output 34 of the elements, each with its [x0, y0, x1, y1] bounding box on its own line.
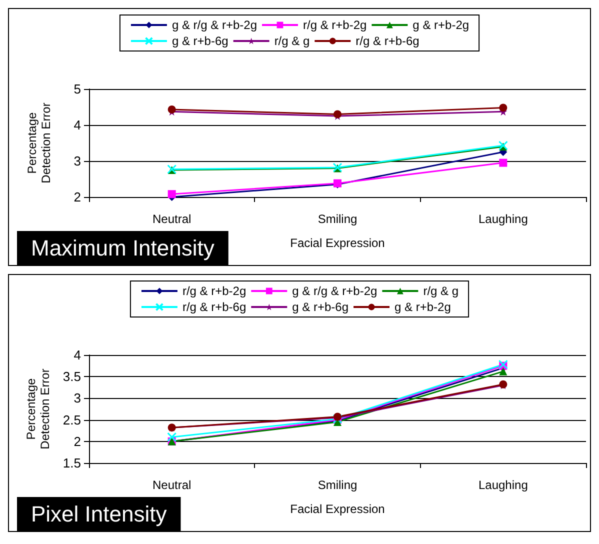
legend-label: g & r+b-2g	[394, 300, 451, 314]
x-tick-label: Smiling	[318, 478, 358, 492]
x-tick-label: Laughing	[478, 478, 528, 492]
legend-label: g & r+b-6g	[292, 300, 349, 314]
y-tick-label: 3	[74, 390, 81, 406]
y-axis-title: Percentage Detection Error	[24, 368, 52, 450]
y-axis-title: Percentage Detection Error	[25, 102, 53, 184]
legend-label: g & r+b-2g	[412, 18, 470, 32]
y-tick-label: 2.5	[62, 412, 81, 428]
legend-label: r/g & r+b-2g	[302, 18, 367, 32]
legend-label: g & r+b-6g	[172, 34, 228, 48]
y-tick-label: 3	[74, 154, 81, 168]
text: Pixel Intensity	[31, 502, 167, 526]
legend-label: r/g & r+b-6g	[356, 34, 420, 48]
y-tick-label: 2	[74, 190, 81, 204]
legend-label: g & r/g & r+b-2g	[292, 284, 378, 298]
x-axis-title: Facial Expression	[290, 236, 385, 250]
x-tick-label: Smiling	[318, 212, 358, 226]
legend-label: r/g & g	[423, 284, 459, 298]
y-tick-label: 5	[74, 82, 81, 96]
legend-label: r/g & g	[274, 34, 310, 48]
y-tick-label: 3.5	[62, 369, 81, 384]
legend-label: r/g & r+b-2g	[182, 284, 246, 298]
y-tick-label: 4	[74, 118, 81, 132]
y-tick-label: 4	[74, 348, 81, 362]
y-tick-label: 2	[74, 434, 81, 449]
text: Maximum Intensity	[31, 236, 214, 260]
legend-label: r/g & r+b-6g	[182, 300, 246, 314]
x-tick-label: Neutral	[152, 212, 192, 226]
y-tick-label: 1.5	[62, 456, 81, 470]
x-axis-title: Facial Expression	[290, 502, 385, 516]
legend-label: g & r/g & r+b-2g	[172, 18, 257, 32]
x-tick-label: Laughing	[478, 212, 528, 226]
x-tick-label: Neutral	[152, 478, 192, 492]
